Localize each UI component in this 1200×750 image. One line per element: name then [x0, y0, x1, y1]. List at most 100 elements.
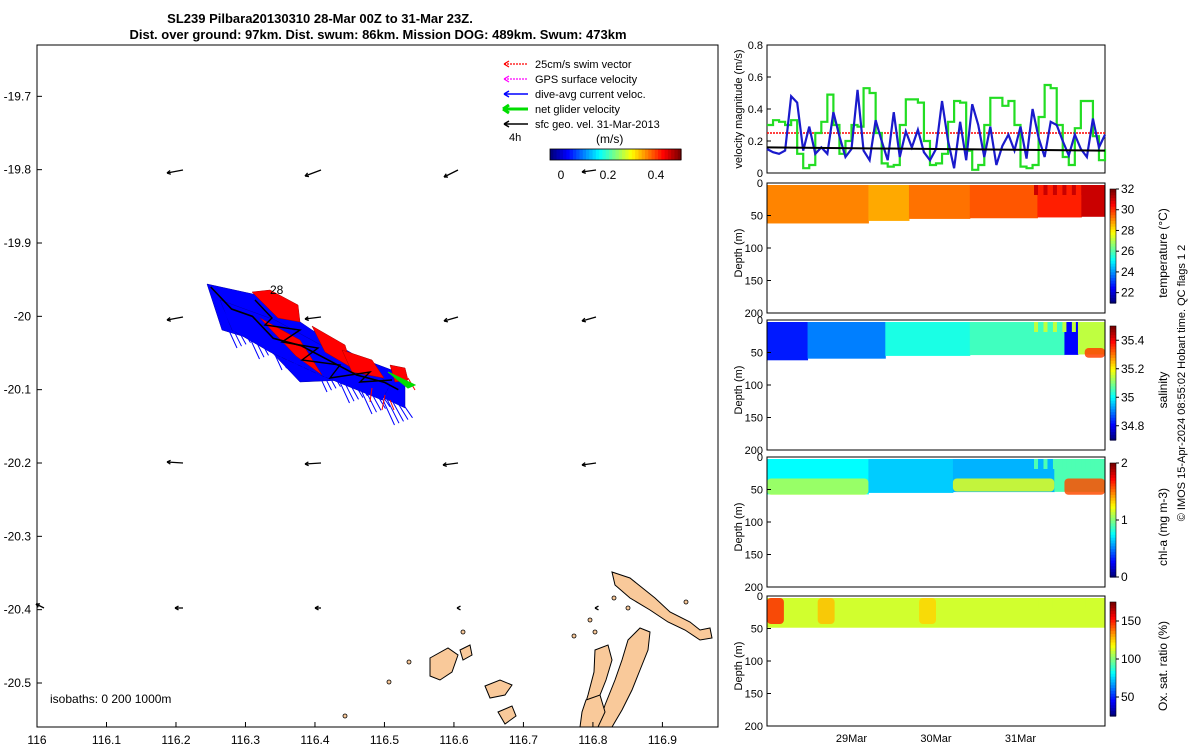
depth-tick-label: 150	[745, 413, 763, 425]
colorbar-label: temperature (°C)	[1156, 208, 1170, 298]
profile-column	[1052, 598, 1057, 608]
island	[611, 571, 713, 641]
colorbar-cell	[1110, 357, 1116, 361]
geo-vector	[443, 169, 459, 178]
velocity-y-tick-label: 0	[757, 168, 763, 180]
colorbar-cell	[1110, 288, 1116, 293]
colorbar-cell	[1110, 189, 1116, 193]
colorbar-tick-label: 50	[1121, 690, 1135, 704]
colorbar-cell	[1110, 394, 1116, 398]
legend-swim-arrow-icon	[503, 60, 510, 68]
colorbar-cell	[1110, 554, 1116, 558]
depth-tick-label: 100	[745, 380, 763, 392]
credit-text: © IMOS 15-Apr-2024 08:55:02 Hobart time.…	[1176, 245, 1188, 522]
colorbar-cell	[1110, 610, 1116, 614]
map-y-tick-label: -20.2	[4, 456, 32, 470]
title-line-1: SL239 Pilbara20130310 28-Mar 00Z to 31-M…	[167, 11, 473, 26]
colorbar-cell	[1110, 408, 1116, 413]
colorbar-cell	[1110, 228, 1116, 233]
profile-column	[1052, 185, 1057, 195]
island	[597, 627, 651, 728]
velocity-colorbar	[550, 149, 682, 160]
section-cell	[767, 322, 809, 361]
colorbar-cell	[1110, 206, 1116, 210]
net-glider-velocity-line	[767, 83, 1107, 171]
colorbar-cell	[628, 149, 633, 160]
map-x-tick-label: 116.5	[370, 733, 399, 747]
dive-avg-vector	[381, 381, 404, 422]
colorbar-cell	[1110, 571, 1116, 575]
colorbar-cell	[1110, 334, 1116, 338]
colorbar-tick-label: 35.2	[1121, 362, 1145, 376]
profile-column	[1043, 185, 1048, 195]
colorbar-cell	[1110, 274, 1116, 278]
colorbar-cell	[1110, 568, 1116, 572]
section-cell	[1064, 322, 1079, 355]
profile-column	[1043, 322, 1048, 332]
colorbar-cell	[618, 149, 623, 160]
colorbar-tick-0: 0	[558, 168, 565, 182]
colorbar-cell	[654, 149, 659, 160]
depth-tick-label: 200	[745, 308, 763, 320]
colorbar-cell	[1110, 687, 1116, 691]
temperature-panel: 0 50 100 150 200 Depth (m) 22 24 26 28 30 32 tempera…	[733, 178, 1170, 320]
geo-vector-head	[314, 605, 319, 611]
colorbar-cell	[1110, 525, 1116, 530]
section-patch	[767, 478, 869, 495]
colorbar-cell	[1110, 641, 1116, 646]
geo-vector	[304, 462, 322, 465]
colorbar-cell	[1110, 271, 1116, 276]
colorbar-cell	[1110, 437, 1116, 441]
colorbar-cell	[1110, 417, 1116, 421]
geo-vector	[35, 603, 45, 609]
swim-vector-fill	[341, 349, 385, 379]
geo-vector-head	[166, 169, 172, 175]
colorbar-cell	[1110, 690, 1116, 694]
profile-column	[1090, 322, 1095, 332]
dive-avg-vector	[268, 326, 292, 367]
geo-vector	[581, 169, 597, 173]
colorbar-cell	[582, 149, 587, 160]
dive-avg-vector	[241, 312, 265, 358]
colorbar-cell	[602, 149, 607, 160]
geo-vector	[304, 169, 322, 177]
colorbar-cell	[1110, 431, 1116, 435]
colorbar-cell	[1110, 494, 1116, 498]
colorbar-cell	[589, 149, 594, 160]
title-line-2: Dist. over ground: 97km. Dist. swum: 86k…	[129, 27, 626, 42]
islet	[625, 605, 631, 611]
colorbar-cell	[579, 149, 584, 160]
colorbar-cell	[1110, 542, 1116, 547]
swim-vector-fill	[251, 289, 301, 323]
colorbar-cell	[1110, 405, 1116, 410]
colorbar-cell	[1110, 684, 1116, 689]
depth-ylabel: Depth (m)	[733, 503, 745, 552]
depth-tick-label: 50	[751, 624, 763, 636]
section-patch	[1084, 348, 1105, 358]
colorbar-cell	[1110, 240, 1116, 244]
colorbar-cell	[1110, 422, 1116, 427]
geo-vector	[166, 169, 184, 174]
chla-panel: 0 50 100 150 200 Depth (m) 0 1 2 chl-a (mg m-3)	[733, 452, 1170, 594]
colorbar-cell	[1110, 707, 1116, 711]
depth-tick-label: 150	[745, 276, 763, 288]
depth-tick-label: 0	[757, 178, 763, 190]
islet	[571, 633, 577, 639]
surface-geostrophic-vectors	[35, 169, 599, 611]
legend-swim: 25cm/s swim vector	[535, 59, 632, 71]
colorbar-cell	[635, 149, 640, 160]
colorbar-cell	[605, 149, 610, 160]
map-x-tick-label: 116.9	[648, 733, 677, 747]
profile-column	[1071, 459, 1076, 469]
colorbar-cell	[1110, 237, 1116, 241]
colorbar-cell	[1110, 388, 1116, 393]
colorbar-cell	[1110, 383, 1116, 387]
colorbar-cell	[1110, 380, 1116, 384]
geo-vector	[304, 316, 322, 320]
colorbar-cell	[1110, 667, 1116, 671]
colorbar-cell	[1110, 659, 1116, 663]
depth-tick-label: 50	[751, 348, 763, 360]
colorbar-cell	[671, 149, 676, 160]
colorbar-cell	[1110, 673, 1116, 677]
geo-vector	[581, 316, 597, 322]
